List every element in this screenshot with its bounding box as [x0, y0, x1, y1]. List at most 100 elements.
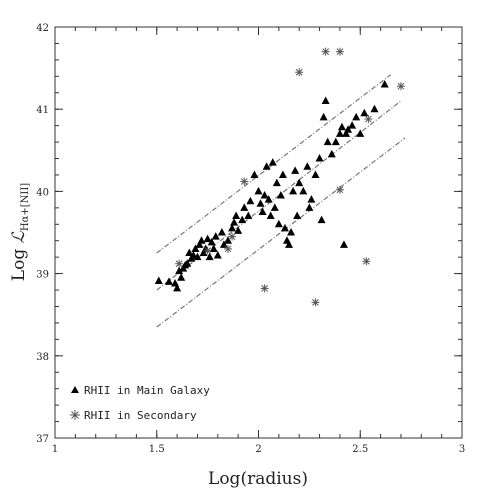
data-point-main — [278, 170, 287, 178]
data-point-main — [352, 112, 361, 121]
series-secondary — [175, 47, 405, 307]
data-point-main — [219, 240, 228, 248]
data-point-main — [311, 170, 320, 178]
data-point-main — [213, 251, 222, 259]
data-point-main — [335, 129, 344, 137]
data-point-main — [199, 248, 208, 257]
x-tick-label: 2.5 — [352, 444, 368, 455]
x-tick-label: 3 — [459, 444, 465, 455]
data-point-main — [173, 283, 182, 292]
data-point-secondary — [362, 257, 371, 266]
legend-label-secondary: RHII in Secondary — [84, 409, 197, 422]
data-point-secondary — [335, 47, 344, 56]
data-point-main — [370, 104, 379, 113]
axis-ticks: 1 1.5 2 2.5 3 37 38 39 40 41 42 — [36, 23, 465, 455]
y-axis-title: Log ℒHα+[NII] — [9, 183, 31, 281]
data-point-main — [223, 236, 232, 244]
data-point-main — [232, 211, 241, 220]
data-point-main — [246, 196, 255, 205]
data-point-secondary — [295, 68, 304, 77]
data-point-secondary — [203, 246, 212, 255]
data-point-main — [315, 154, 324, 162]
data-point-main — [356, 129, 365, 137]
data-point-main — [323, 137, 332, 146]
data-point-main — [205, 252, 214, 261]
data-point-secondary — [335, 185, 344, 194]
data-point-secondary — [228, 232, 237, 241]
data-point-main — [305, 203, 314, 211]
legend-marker-main — [71, 386, 79, 393]
data-point-main — [250, 170, 259, 178]
data-point-main — [195, 240, 204, 248]
data-point-secondary — [223, 244, 232, 253]
data-point-main — [164, 277, 173, 285]
data-point-main — [183, 259, 192, 267]
data-point-secondary — [311, 298, 320, 307]
data-point-main — [254, 186, 263, 195]
data-point-main — [317, 215, 326, 224]
fit-line-2 — [156, 137, 406, 328]
data-point-main — [380, 80, 389, 88]
y-axis-title-sub: Hα+[NII] — [20, 183, 31, 231]
data-point-main — [193, 252, 202, 261]
y-tick-label: 37 — [36, 434, 49, 445]
data-point-main — [175, 266, 184, 275]
data-point-main — [217, 228, 226, 236]
data-point-main — [268, 158, 277, 166]
data-point-main — [307, 195, 316, 203]
x-axis-title: Log(radius) — [208, 469, 308, 489]
data-point-main — [319, 112, 328, 121]
data-point-main — [293, 211, 302, 220]
y-tick-label: 42 — [36, 23, 49, 34]
data-point-main — [280, 223, 289, 232]
data-point-main — [285, 240, 294, 248]
data-point-main — [207, 237, 216, 246]
data-point-main — [291, 166, 300, 174]
svg-text:Log ℒHα+[NII]: Log ℒHα+[NII] — [9, 183, 31, 281]
fit-lines — [156, 74, 406, 328]
data-point-main — [244, 211, 253, 220]
data-point-main — [256, 199, 265, 207]
data-point-main — [203, 234, 212, 243]
data-point-secondary — [260, 284, 269, 293]
y-axis-title-script: ℒ — [9, 230, 29, 243]
y-tick-label: 40 — [36, 187, 49, 198]
series-main-galaxy — [154, 80, 389, 292]
data-point-main — [287, 228, 296, 236]
data-point-main — [209, 244, 218, 252]
data-point-main — [211, 232, 220, 240]
data-point-main — [274, 219, 283, 228]
x-tick-label: 2 — [255, 444, 261, 455]
y-tick-label: 41 — [36, 105, 49, 116]
data-point-main — [327, 149, 336, 158]
data-point-secondary — [364, 115, 373, 124]
data-point-main — [344, 125, 353, 133]
data-point-secondary — [321, 47, 330, 56]
data-point-main — [303, 162, 312, 170]
data-point-main — [339, 240, 348, 248]
data-point-main — [264, 195, 273, 203]
y-axis-title-main: Log — [9, 243, 29, 281]
data-point-main — [342, 129, 351, 137]
data-point-main — [321, 96, 330, 104]
data-point-main — [299, 186, 308, 195]
data-point-main — [228, 223, 237, 232]
data-point-main — [348, 121, 357, 129]
data-point-main — [197, 236, 206, 244]
data-point-main — [177, 273, 186, 281]
y-tick-label: 38 — [36, 352, 49, 363]
data-point-main — [337, 122, 346, 131]
data-point-main — [240, 203, 249, 211]
data-point-main — [289, 186, 298, 195]
data-point-main — [238, 215, 247, 224]
legend-label-main: RHII in Main Galaxy — [84, 384, 210, 397]
data-point-main — [154, 276, 163, 284]
data-point-secondary — [396, 82, 405, 91]
data-point-main — [270, 203, 279, 211]
data-point-main — [295, 178, 304, 187]
data-point-main — [276, 191, 285, 199]
legend-marker-secondary — [70, 410, 80, 420]
data-point-main — [272, 178, 281, 187]
data-point-main — [266, 211, 275, 220]
x-tick-label: 1 — [52, 444, 58, 455]
